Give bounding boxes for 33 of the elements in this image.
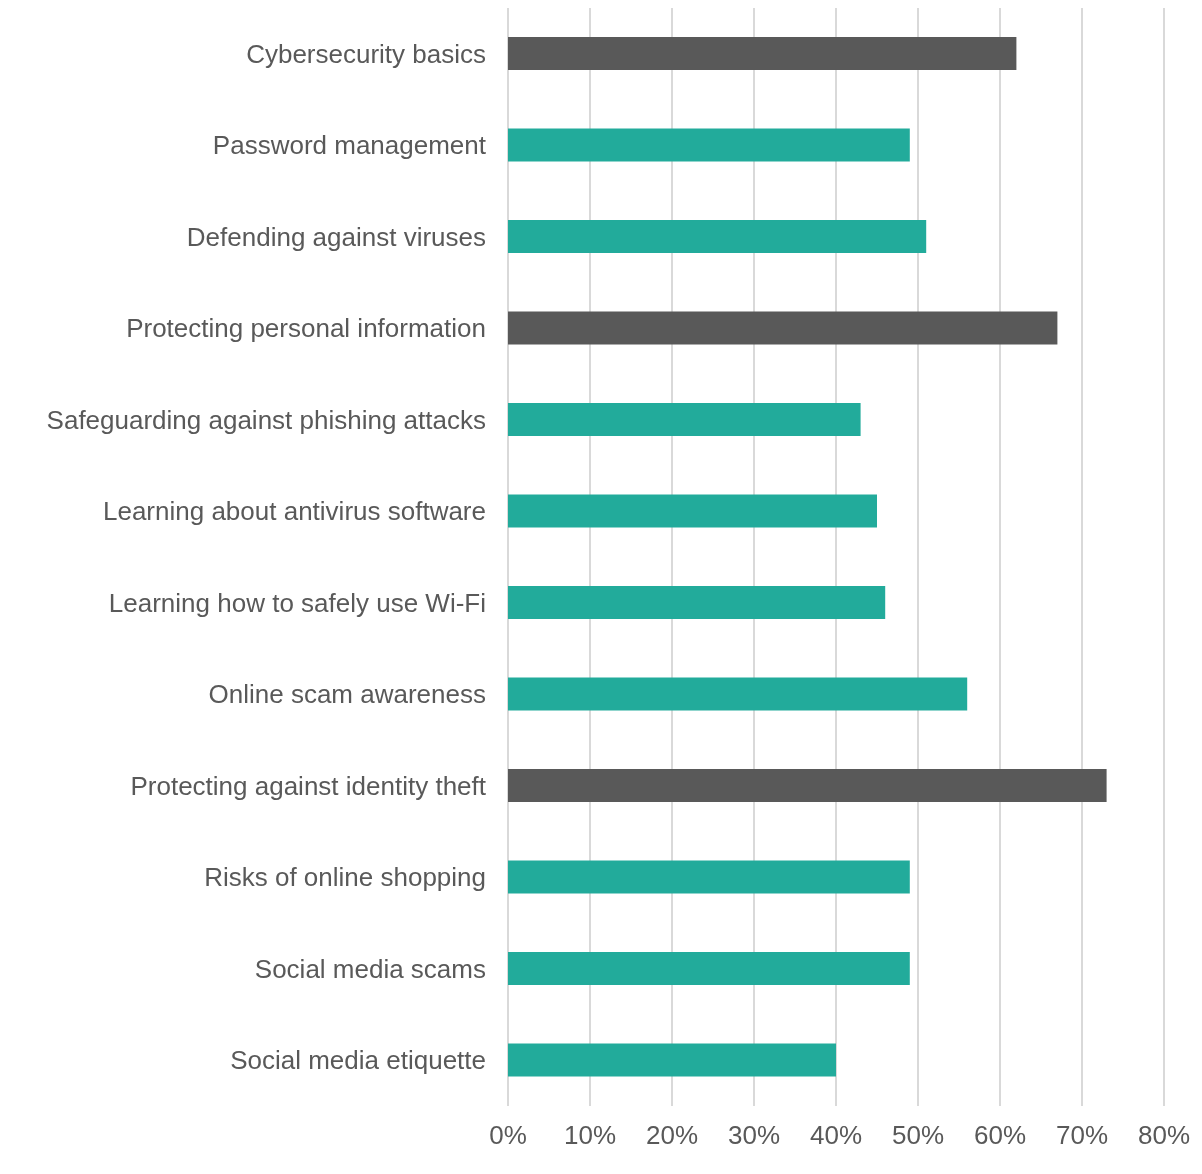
bar <box>508 1043 836 1077</box>
bar <box>508 952 910 985</box>
bar <box>508 494 877 528</box>
y-tick-label: Safeguarding against phishing attacks <box>46 404 486 435</box>
x-tick-label: 20% <box>645 1120 699 1151</box>
x-tick-label: 60% <box>973 1120 1027 1151</box>
bar <box>508 860 910 894</box>
bar <box>508 677 968 711</box>
bar <box>508 128 910 162</box>
x-tick-label: 80% <box>1137 1120 1191 1151</box>
y-tick-label: Social media scams <box>254 953 486 984</box>
y-tick-label: Social media etiquette <box>230 1045 486 1076</box>
y-tick-label: Risks of online shopping <box>204 862 486 893</box>
x-tick-label: 0% <box>489 1120 527 1151</box>
y-tick-label: Online scam awareness <box>208 679 486 710</box>
y-tick-label: Protecting against identity theft <box>130 770 487 801</box>
bar <box>508 220 927 253</box>
y-tick-label: Defending against viruses <box>186 221 486 252</box>
bar <box>508 769 1107 802</box>
y-tick-label: Learning how to safely use Wi-Fi <box>108 587 486 618</box>
bar <box>508 586 886 619</box>
x-tick-label: 10% <box>563 1120 617 1151</box>
y-tick-label: Password management <box>212 130 487 161</box>
x-tick-label: 70% <box>1055 1120 1109 1151</box>
x-tick-label: 50% <box>891 1120 945 1151</box>
bar <box>508 37 1017 70</box>
y-tick-label: Learning about antivirus software <box>102 496 486 527</box>
bar <box>508 311 1058 345</box>
y-tick-label: Cybersecurity basics <box>246 38 486 69</box>
x-tick-label: 40% <box>809 1120 863 1151</box>
x-tick-label: 30% <box>727 1120 781 1151</box>
y-tick-label: Protecting personal information <box>126 313 486 344</box>
bar <box>508 403 861 436</box>
